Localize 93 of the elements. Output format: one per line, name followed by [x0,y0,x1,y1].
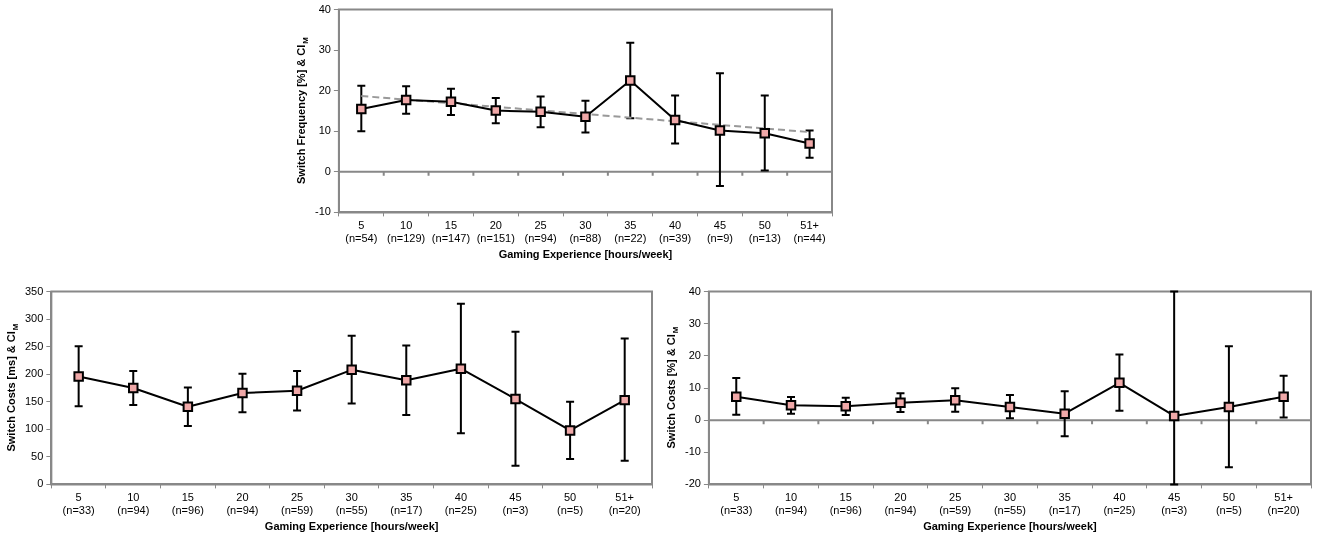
point [346,364,357,376]
x-tick-label: 25 (n=94) [524,219,557,245]
x-tick-label: 35 (n=17) [1048,491,1081,517]
point [490,105,502,116]
x-tick-label: 30 (n=55) [335,491,368,517]
x-tick-label: 51+ (n=20) [1267,491,1300,517]
x-tick-label: 40 (n=25) [444,491,477,517]
x-tick-label: 51+ (n=20) [608,491,641,517]
y-tick-label: 0 [37,477,44,490]
y-tick-label: 30 [318,43,331,56]
x-tick-label: 45 (n=9) [706,219,733,245]
point [291,385,303,396]
x-axis-title: Gaming Experience [hours/week] [923,520,1098,533]
x-tick-label: 15 (n=96) [171,491,204,517]
point [669,114,681,126]
y-tick-label: -10 [314,205,331,218]
point [731,391,742,402]
point [1168,410,1180,422]
point [1059,408,1070,419]
point [619,394,630,406]
x-axis-title: Gaming Experience [hours/week] [498,248,673,261]
point [400,94,412,106]
point [73,371,84,382]
point [1223,401,1235,413]
point [895,397,906,409]
point [625,75,636,86]
x-tick-label: 5 (n=54) [345,219,378,245]
y-tick-label: 30 [688,316,701,329]
x-tick-label: 15 (n=96) [829,491,862,517]
point [401,375,412,386]
point [949,394,961,406]
y-tick-label: 0 [694,413,701,426]
point [128,382,139,394]
y-tick-label: 10 [318,124,331,137]
point [237,387,248,399]
point [510,393,521,405]
x-tick-label: 15 (n=147) [431,219,471,245]
y-tick-label: 100 [24,422,44,435]
point [580,111,591,122]
point [455,363,467,374]
y-tick-label: 250 [24,339,44,352]
point [714,125,726,136]
y-tick-label: 300 [24,312,44,325]
y-tick-label: 0 [324,164,331,177]
x-tick-label: 30 (n=88) [569,219,602,245]
x-tick-label: 50 (n=5) [557,491,584,517]
x-tick-label: 5 (n=33) [720,491,753,517]
x-tick-label: 10 (n=94) [774,491,808,517]
x-tick-label: 35 (n=17) [390,491,423,517]
y-tick-label: 20 [318,83,331,96]
point [785,400,797,411]
x-tick-label: 50 (n=5) [1215,491,1242,517]
x-tick-label: 40 (n=25) [1103,491,1136,517]
y-tick-label: 10 [688,381,701,394]
x-tick-label: 40 (n=39) [659,219,692,245]
x-tick-label: 25 (n=59) [281,491,314,517]
x-tick-label: 50 (n=13) [748,219,781,245]
point [1114,377,1125,389]
y-tick-label: -20 [684,477,701,490]
y-axis-title: Switch Frequency [%] & CIM [295,36,311,185]
x-tick-label: 20 (n=151) [476,219,515,245]
x-tick-label: 10 (n=94) [117,491,150,517]
y-tick-label: 20 [688,348,701,361]
point [1004,401,1016,413]
point [356,103,367,115]
y-tick-label: 40 [688,284,701,297]
point [445,96,457,107]
x-tick-label: 45 (n=3) [1161,491,1188,517]
x-tick-label: 20 (n=94) [226,491,259,517]
y-tick-label: 50 [31,449,44,462]
x-tick-label: 30 (n=55) [993,491,1026,517]
x-tick-label: 51+ (n=44) [793,219,826,245]
x-tick-label: 20 (n=94) [884,491,917,517]
point [535,106,546,118]
point [804,138,815,149]
y-tick-label: 40 [318,2,331,15]
y-tick-label: 200 [24,367,44,380]
y-tick-label: 150 [24,394,44,407]
x-tick-label: 25 (n=59) [939,491,972,517]
point [759,128,770,139]
x-tick-label: 35 (n=22) [614,219,647,245]
point [182,401,194,412]
point [840,401,851,412]
y-tick-label: -10 [684,445,701,458]
y-axis-title: Switch Costs [%] & CIM [665,326,681,449]
point [564,425,576,436]
y-axis-title: Switch Costs [ms] & CIM [5,323,21,452]
x-tick-label: 10 (n=129) [387,219,426,245]
x-axis-title: Gaming Experience [hours/week] [264,520,439,533]
x-tick-label: 5 (n=33) [62,491,95,517]
point [1278,391,1289,402]
y-tick-label: 350 [24,284,44,297]
x-tick-label: 45 (n=3) [502,491,529,517]
